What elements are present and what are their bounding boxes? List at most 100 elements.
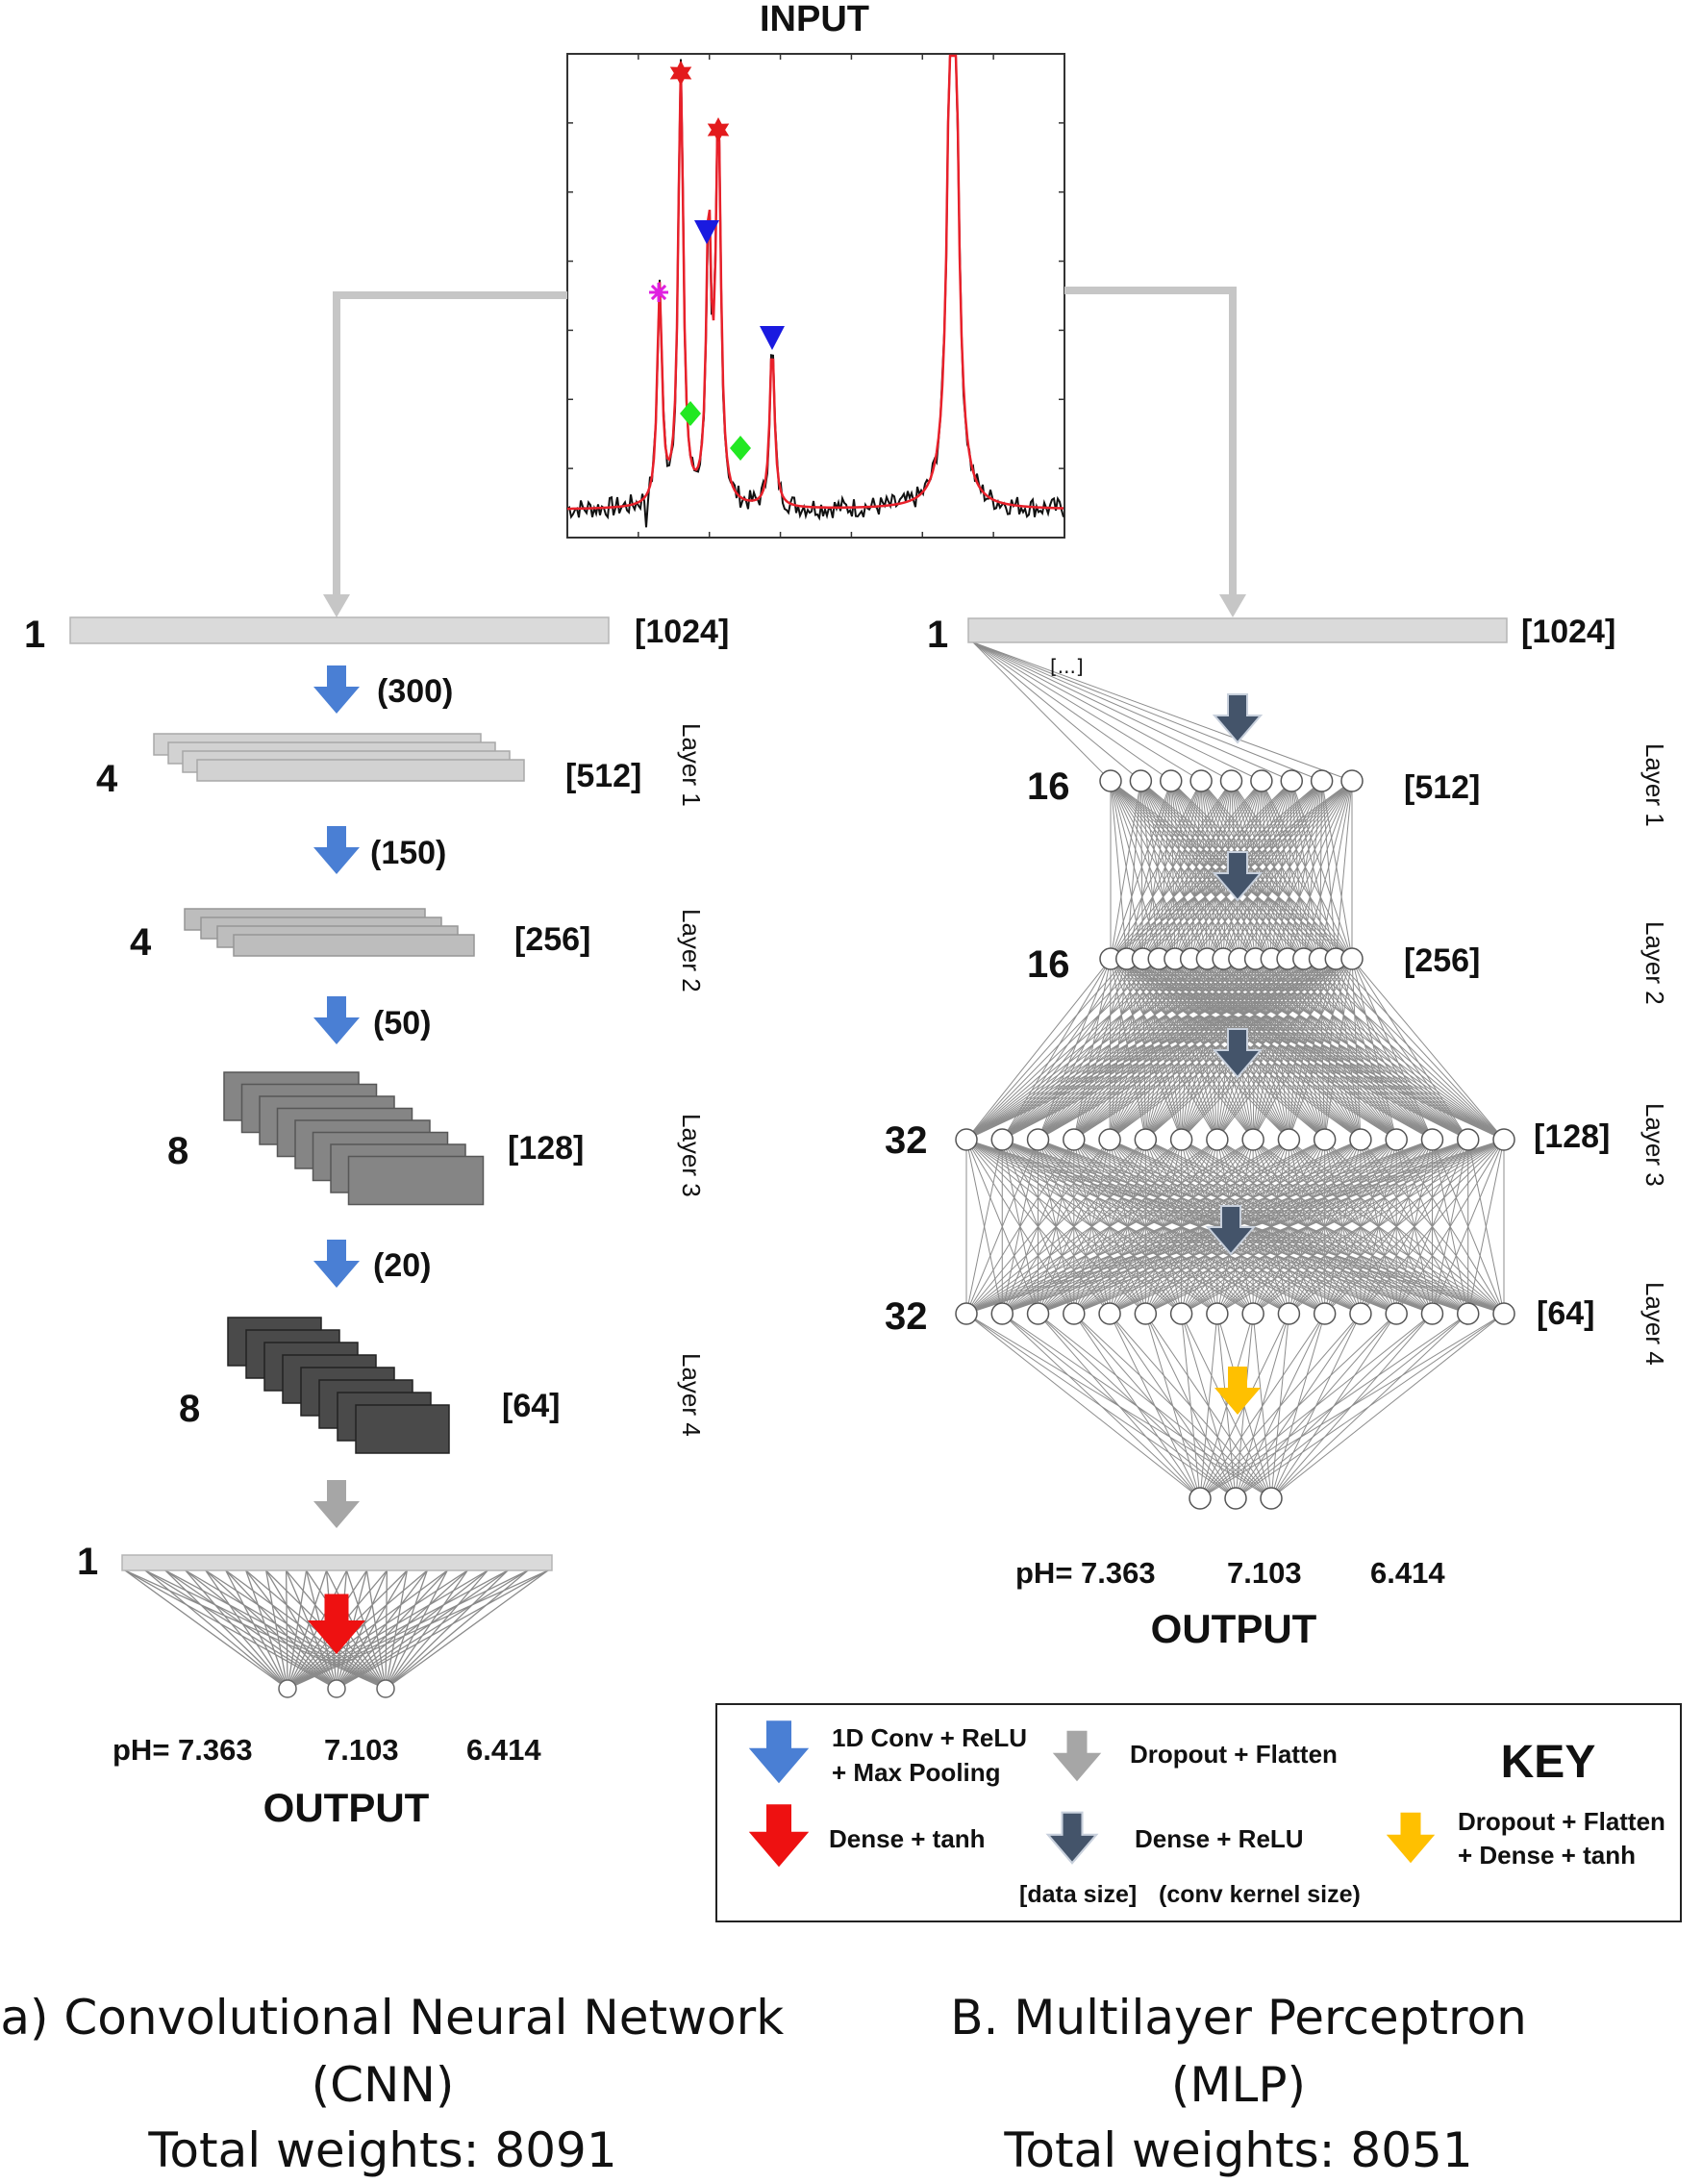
mlp-connection — [965, 1139, 1254, 1315]
mlp-connection — [1252, 958, 1289, 1141]
mlp-connection — [1158, 780, 1353, 960]
mlp-connection — [1144, 958, 1224, 1141]
mlp-node-layer-2 — [1206, 1128, 1229, 1151]
mlp-dfd-arrow — [1214, 1367, 1261, 1415]
dense-connection — [185, 1569, 288, 1690]
mlp-connection — [1158, 780, 1292, 960]
mlp-connection — [965, 958, 1320, 1141]
mlp-caption-line2: (MLP) — [1171, 2057, 1306, 2113]
mlp-connection — [1395, 1139, 1505, 1315]
mlp-connection — [1200, 780, 1224, 960]
mlp-connection — [1109, 1139, 1505, 1315]
mlp-node-layer-3 — [1206, 1302, 1229, 1325]
mlp-connection — [1290, 780, 1305, 960]
feature-map-layer-3 — [347, 1155, 485, 1206]
mlp-connection — [965, 958, 1143, 1141]
mlp-connection — [1190, 780, 1323, 960]
mlp-connection — [1073, 958, 1224, 1141]
mlp-connection — [1324, 958, 1337, 1141]
mlp-connection — [1321, 780, 1353, 960]
mlp-connection — [1170, 780, 1337, 960]
mlp-connection — [1110, 780, 1232, 960]
mlp-node-layer-2 — [1169, 1128, 1193, 1151]
dense-connection — [336, 1569, 488, 1690]
mlp-connection — [1319, 958, 1433, 1141]
dense-connection — [144, 1569, 288, 1690]
key-dense-tanh: Dense + tanh — [829, 1824, 986, 1853]
mlp-connection — [1351, 958, 1433, 1141]
dense-connection — [336, 1569, 468, 1690]
mlp-connection — [1360, 1139, 1505, 1315]
mlp-connection — [965, 1139, 1218, 1315]
mlp-connection — [1335, 780, 1353, 960]
mlp-node-layer-3 — [1277, 1302, 1301, 1325]
key-dfd-line2: + Dense + tanh — [1458, 1841, 1636, 1870]
mlp-connection — [1110, 780, 1202, 960]
dense-connection — [124, 1569, 288, 1690]
mlp-node-layer-2 — [1313, 1128, 1337, 1151]
mlp-connection — [1139, 780, 1208, 960]
mlp-connection — [1126, 780, 1172, 960]
mlp-connection — [1290, 780, 1321, 960]
mlp-connection — [1139, 780, 1160, 960]
mlp-connection — [1109, 958, 1240, 1141]
mlp-connection — [1261, 780, 1353, 960]
mlp-connection — [1110, 780, 1143, 960]
mlp-connection — [1288, 958, 1353, 1141]
mlp-connection — [1002, 958, 1353, 1141]
mlp-connection — [1174, 780, 1353, 960]
mlp-connection — [1181, 958, 1353, 1141]
mlp-node-layer-3 — [1456, 1302, 1480, 1325]
cnn-input-bar — [69, 616, 610, 644]
mlp-connection — [1073, 958, 1272, 1141]
mlp-connection — [965, 1139, 1146, 1315]
mlp-connection — [1126, 780, 1202, 960]
cnn-l3-count: 8 — [167, 1130, 188, 1172]
mlp-connection — [1287, 780, 1353, 960]
cnn-output-value-3: 6.414 — [466, 1733, 541, 1767]
raw-spectrum-line — [566, 55, 1064, 528]
cnn-caption-line2: (CNN) — [312, 2057, 455, 2113]
dense-connection — [336, 1569, 509, 1690]
star-marker — [669, 61, 692, 86]
mlp-connection — [1303, 780, 1323, 960]
dense-connection — [225, 1569, 288, 1690]
mlp-connection — [1303, 958, 1469, 1141]
key-conv-line2: + Max Pooling — [832, 1758, 1001, 1787]
mlp-connection — [1235, 1313, 1505, 1499]
mlp-connection — [1139, 780, 1257, 960]
mlp-connection — [1351, 958, 1505, 1141]
mlp-dense-relu-arrow-1 — [1214, 693, 1262, 743]
mlp-output-value-3: 6.414 — [1370, 1556, 1445, 1590]
mlp-connection — [1139, 780, 1272, 960]
cnn-caption-line3: Total weights: 8091 — [147, 2122, 616, 2178]
conv-arrow-4 — [313, 1240, 360, 1288]
mlp-connection — [1335, 958, 1505, 1141]
mlp-output-value-1: pH= 7.363 — [1015, 1556, 1156, 1590]
mlp-connection — [1142, 780, 1292, 960]
output-node — [376, 1679, 395, 1698]
mlp-connection — [1303, 958, 1397, 1141]
mlp-connection — [1139, 780, 1224, 960]
mlp-connection — [1287, 780, 1323, 960]
mlp-node-layer-3 — [1134, 1302, 1158, 1325]
mlp-node-layer-3 — [1385, 1302, 1408, 1325]
mlp-connection — [1319, 958, 1505, 1141]
mlp-connection — [1199, 1313, 1326, 1499]
mlp-connection — [1073, 958, 1320, 1141]
mlp-connection — [1319, 780, 1323, 960]
mlp-connection — [1038, 958, 1272, 1141]
key-dfd-line1: Dropout + Flatten — [1458, 1807, 1665, 1836]
mlp-connection — [1270, 780, 1323, 960]
mlp-connection — [1141, 780, 1202, 960]
cnn-output-label: OUTPUT — [263, 1785, 430, 1830]
mlp-connection — [1199, 1313, 1433, 1499]
dense-connection — [336, 1569, 388, 1690]
cnn-l3-size: [128] — [508, 1130, 584, 1167]
input-connection — [972, 641, 1353, 782]
triangle-marker — [760, 326, 785, 350]
mlp-node-layer-0 — [1310, 769, 1334, 792]
cnn-layer-2-label: Layer 2 — [677, 909, 706, 992]
mlp-connection — [1073, 958, 1305, 1141]
cnn-input-count: 1 — [24, 614, 45, 656]
